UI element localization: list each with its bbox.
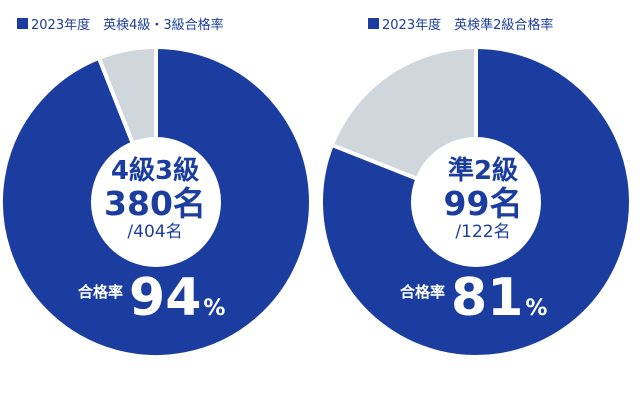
pie-chart-grade-pre-2	[320, 45, 633, 359]
grade-name: 4級3級	[110, 156, 200, 186]
legend-grade-pre-2: 2023年度 英検準2級合格率	[368, 13, 553, 33]
legend-swatch	[368, 17, 379, 29]
pass-rate-value: 94	[129, 268, 202, 328]
passed-count: 99名	[443, 184, 523, 223]
pass-rate-grade-4-3: 合格率 94 %	[78, 272, 225, 324]
total-count: /122名	[455, 222, 511, 242]
chart-panel-grade-4-3: 2023年度 英検4級・3級合格率 4級3級 380名 /404名 合格率 94…	[0, 13, 313, 359]
legend-swatch	[17, 17, 28, 29]
center-disc	[411, 137, 541, 267]
chart-panel-grade-pre-2: 2023年度 英検準2級合格率 準2級 99名 /122名 合格率 81 %	[320, 0, 640, 400]
pass-rate-value: 81	[451, 268, 524, 328]
total-count: /404名	[127, 222, 183, 242]
pass-rate-label: 合格率	[78, 283, 124, 301]
passed-count: 380名	[104, 184, 206, 223]
center-disc	[91, 137, 221, 267]
grade-name: 準2級	[447, 156, 519, 186]
legend-label: 2023年度 英検準2級合格率	[382, 17, 554, 33]
pass-rate-unit: %	[203, 296, 226, 321]
legend-label: 2023年度 英検4級・3級合格率	[31, 17, 224, 33]
center-label-grade-pre-2: 準2級 99名 /122名	[413, 158, 553, 241]
pie-chart-grade-4-3	[0, 45, 313, 359]
center-label-grade-4-3: 4級3級 380名 /404名	[85, 158, 225, 241]
pass-rate-label: 合格率	[400, 283, 446, 301]
pass-rate-unit: %	[525, 296, 548, 321]
legend-grade-4-3: 2023年度 英検4級・3級合格率	[17, 13, 224, 33]
pass-rate-grade-pre-2: 合格率 81 %	[400, 272, 547, 324]
